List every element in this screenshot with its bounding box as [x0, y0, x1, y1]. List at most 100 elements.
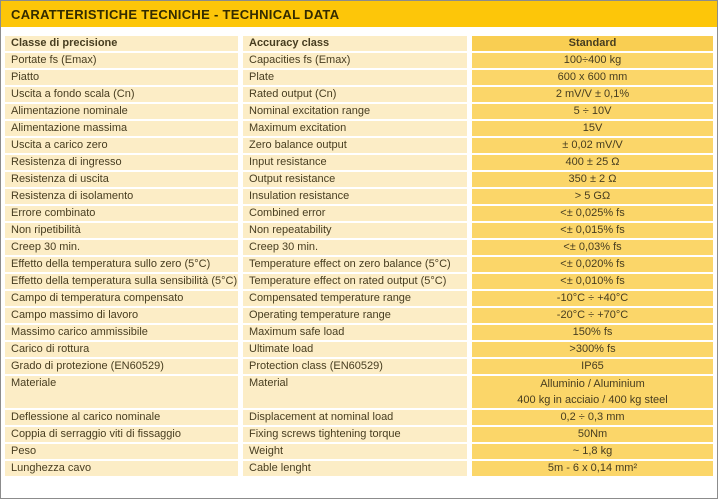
spec-value: 150% fs — [472, 325, 713, 340]
spec-value: <± 0,015% fs — [472, 223, 713, 238]
spec-value-line: 0,2 ÷ 0,3 mm — [560, 411, 625, 423]
spec-label-en: Zero balance output — [243, 138, 467, 153]
spec-label-en: Nominal excitation range — [243, 104, 467, 119]
spec-value-line: 100÷400 kg — [563, 54, 622, 66]
spec-label-en: Weight — [243, 444, 467, 459]
spec-label-it: Uscita a carico zero — [5, 138, 238, 153]
header-label-it: Classe di precisione — [5, 36, 238, 51]
header-label-en: Accuracy class — [243, 36, 467, 51]
spec-label-it: Carico di rottura — [5, 342, 238, 357]
spec-value-line: 150% fs — [572, 326, 613, 338]
table-row: Coppia di serraggio viti di fissaggio Fi… — [5, 427, 713, 442]
spec-label-en: Operating temperature range — [243, 308, 467, 323]
spec-value-line: <± 0,010% fs — [560, 275, 625, 287]
table-row: Errore combinato Combined error <± 0,025… — [5, 206, 713, 221]
spec-value-line: > 5 GΩ — [574, 190, 611, 202]
spec-value: 2 mV/V ± 0,1% — [472, 87, 713, 102]
page-title: CARATTERISTICHE TECNICHE - TECHNICAL DAT… — [11, 6, 340, 22]
spec-label-en: Capacities fs (Emax) — [243, 53, 467, 68]
table-row: Uscita a carico zero Zero balance output… — [5, 138, 713, 153]
spec-label-it: Errore combinato — [5, 206, 238, 221]
table-row: Lunghezza cavo Cable lenght 5m - 6 x 0,1… — [5, 461, 713, 476]
spec-label-it: Deflessione al carico nominale — [5, 410, 238, 425]
table-header-row: Classe di precisione Accuracy class Stan… — [5, 36, 713, 51]
table-row: Alimentazione massima Maximum excitation… — [5, 121, 713, 136]
spec-label-en: Input resistance — [243, 155, 467, 170]
table-row: Deflessione al carico nominale Displacem… — [5, 410, 713, 425]
spec-value-line: -10°C ÷ +40°C — [556, 292, 629, 304]
table-row: Creep 30 min. Creep 30 min. <± 0,03% fs — [5, 240, 713, 255]
spec-label-it: Lunghezza cavo — [5, 461, 238, 476]
spec-label-en: Protection class (EN60529) — [243, 359, 467, 374]
spec-label-en: Temperature effect on zero balance (5°C) — [243, 257, 467, 272]
spec-value: 0,2 ÷ 0,3 mm — [472, 410, 713, 425]
spec-label-it: Campo di temperatura compensato — [5, 291, 238, 306]
spec-label-it: Materiale — [5, 376, 238, 408]
spec-value-line: -20°C ÷ +70°C — [556, 309, 629, 321]
spec-label-it: Portate fs (Emax) — [5, 53, 238, 68]
spec-value: 15V — [472, 121, 713, 136]
spec-value-line: 2 mV/V ± 0,1% — [555, 88, 630, 100]
spec-value-line: ~ 1,8 kg — [572, 445, 613, 457]
spec-label-it: Campo massimo di lavoro — [5, 308, 238, 323]
title-bar: CARATTERISTICHE TECNICHE - TECHNICAL DAT… — [1, 1, 717, 27]
spec-value: > 5 GΩ — [472, 189, 713, 204]
table-row: Massimo carico ammissibile Maximum safe … — [5, 325, 713, 340]
spec-value-line: 400 ± 25 Ω — [565, 156, 620, 168]
spec-label-it: Creep 30 min. — [5, 240, 238, 255]
spec-label-it: Resistenza di uscita — [5, 172, 238, 187]
spec-value-line: IP65 — [581, 360, 604, 372]
spec-value: >300% fs — [472, 342, 713, 357]
table-row: Campo massimo di lavoro Operating temper… — [5, 308, 713, 323]
spec-label-it: Alimentazione massima — [5, 121, 238, 136]
table-row: Resistenza di isolamento Insulation resi… — [5, 189, 713, 204]
spec-value: ± 0,02 mV/V — [472, 138, 713, 153]
spec-label-en: Fixing screws tightening torque — [243, 427, 467, 442]
spec-value: IP65 — [472, 359, 713, 374]
spec-value: 600 x 600 mm — [472, 70, 713, 85]
spec-value-line: 50Nm — [577, 428, 608, 440]
spec-value-line: 15V — [582, 122, 603, 134]
spec-label-it: Resistenza di ingresso — [5, 155, 238, 170]
spec-value: 5m - 6 x 0,14 mm² — [472, 461, 713, 476]
spec-label-it: Piatto — [5, 70, 238, 85]
spec-label-it: Peso — [5, 444, 238, 459]
spec-label-en: Rated output (Cn) — [243, 87, 467, 102]
spec-label-en: Material — [243, 376, 467, 408]
spec-value: Alluminio / Aluminium 400 kg in acciaio /… — [472, 376, 713, 408]
spec-label-it: Non ripetibilità — [5, 223, 238, 238]
table-row: Uscita a fondo scala (Cn) Rated output (… — [5, 87, 713, 102]
spec-label-en: Non repeatability — [243, 223, 467, 238]
spec-label-it: Coppia di serraggio viti di fissaggio — [5, 427, 238, 442]
spec-label-en: Combined error — [243, 206, 467, 221]
spec-value-line: <± 0,03% fs — [563, 241, 622, 253]
spec-label-en: Creep 30 min. — [243, 240, 467, 255]
spec-label-en: Insulation resistance — [243, 189, 467, 204]
table-row: Portate fs (Emax) Capacities fs (Emax) 1… — [5, 53, 713, 68]
spec-value: -10°C ÷ +40°C — [472, 291, 713, 306]
header-value-standard: Standard — [472, 36, 713, 51]
spec-label-it: Alimentazione nominale — [5, 104, 238, 119]
spec-value-line: 5 ÷ 10V — [573, 105, 612, 117]
table-row: Materiale Material Alluminio / Aluminium… — [5, 376, 713, 408]
spec-table: Classe di precisione Accuracy class Stan… — [5, 36, 713, 476]
spec-value: 5 ÷ 10V — [472, 104, 713, 119]
spec-value: 400 ± 25 Ω — [472, 155, 713, 170]
spec-value-line-2: 400 kg in acciaio / 400 kg steel — [517, 394, 668, 406]
spec-value: 350 ± 2 Ω — [472, 172, 713, 187]
spec-value: <± 0,010% fs — [472, 274, 713, 289]
spec-value-line: ± 0,02 mV/V — [562, 139, 623, 151]
table-row: Non ripetibilità Non repeatability <± 0,… — [5, 223, 713, 238]
spec-value-line: 350 ± 2 Ω — [568, 173, 617, 185]
table-row: Resistenza di ingresso Input resistance … — [5, 155, 713, 170]
spec-value: 50Nm — [472, 427, 713, 442]
spec-label-en: Maximum safe load — [243, 325, 467, 340]
spec-value-line: >300% fs — [569, 343, 616, 355]
spec-label-en: Temperature effect on rated output (5°C) — [243, 274, 467, 289]
spec-label-en: Ultimate load — [243, 342, 467, 357]
spec-label-en: Displacement at nominal load — [243, 410, 467, 425]
table-row: Resistenza di uscita Output resistance 3… — [5, 172, 713, 187]
table-row: Alimentazione nominale Nominal excitatio… — [5, 104, 713, 119]
table-body: Portate fs (Emax) Capacities fs (Emax) 1… — [5, 53, 713, 476]
